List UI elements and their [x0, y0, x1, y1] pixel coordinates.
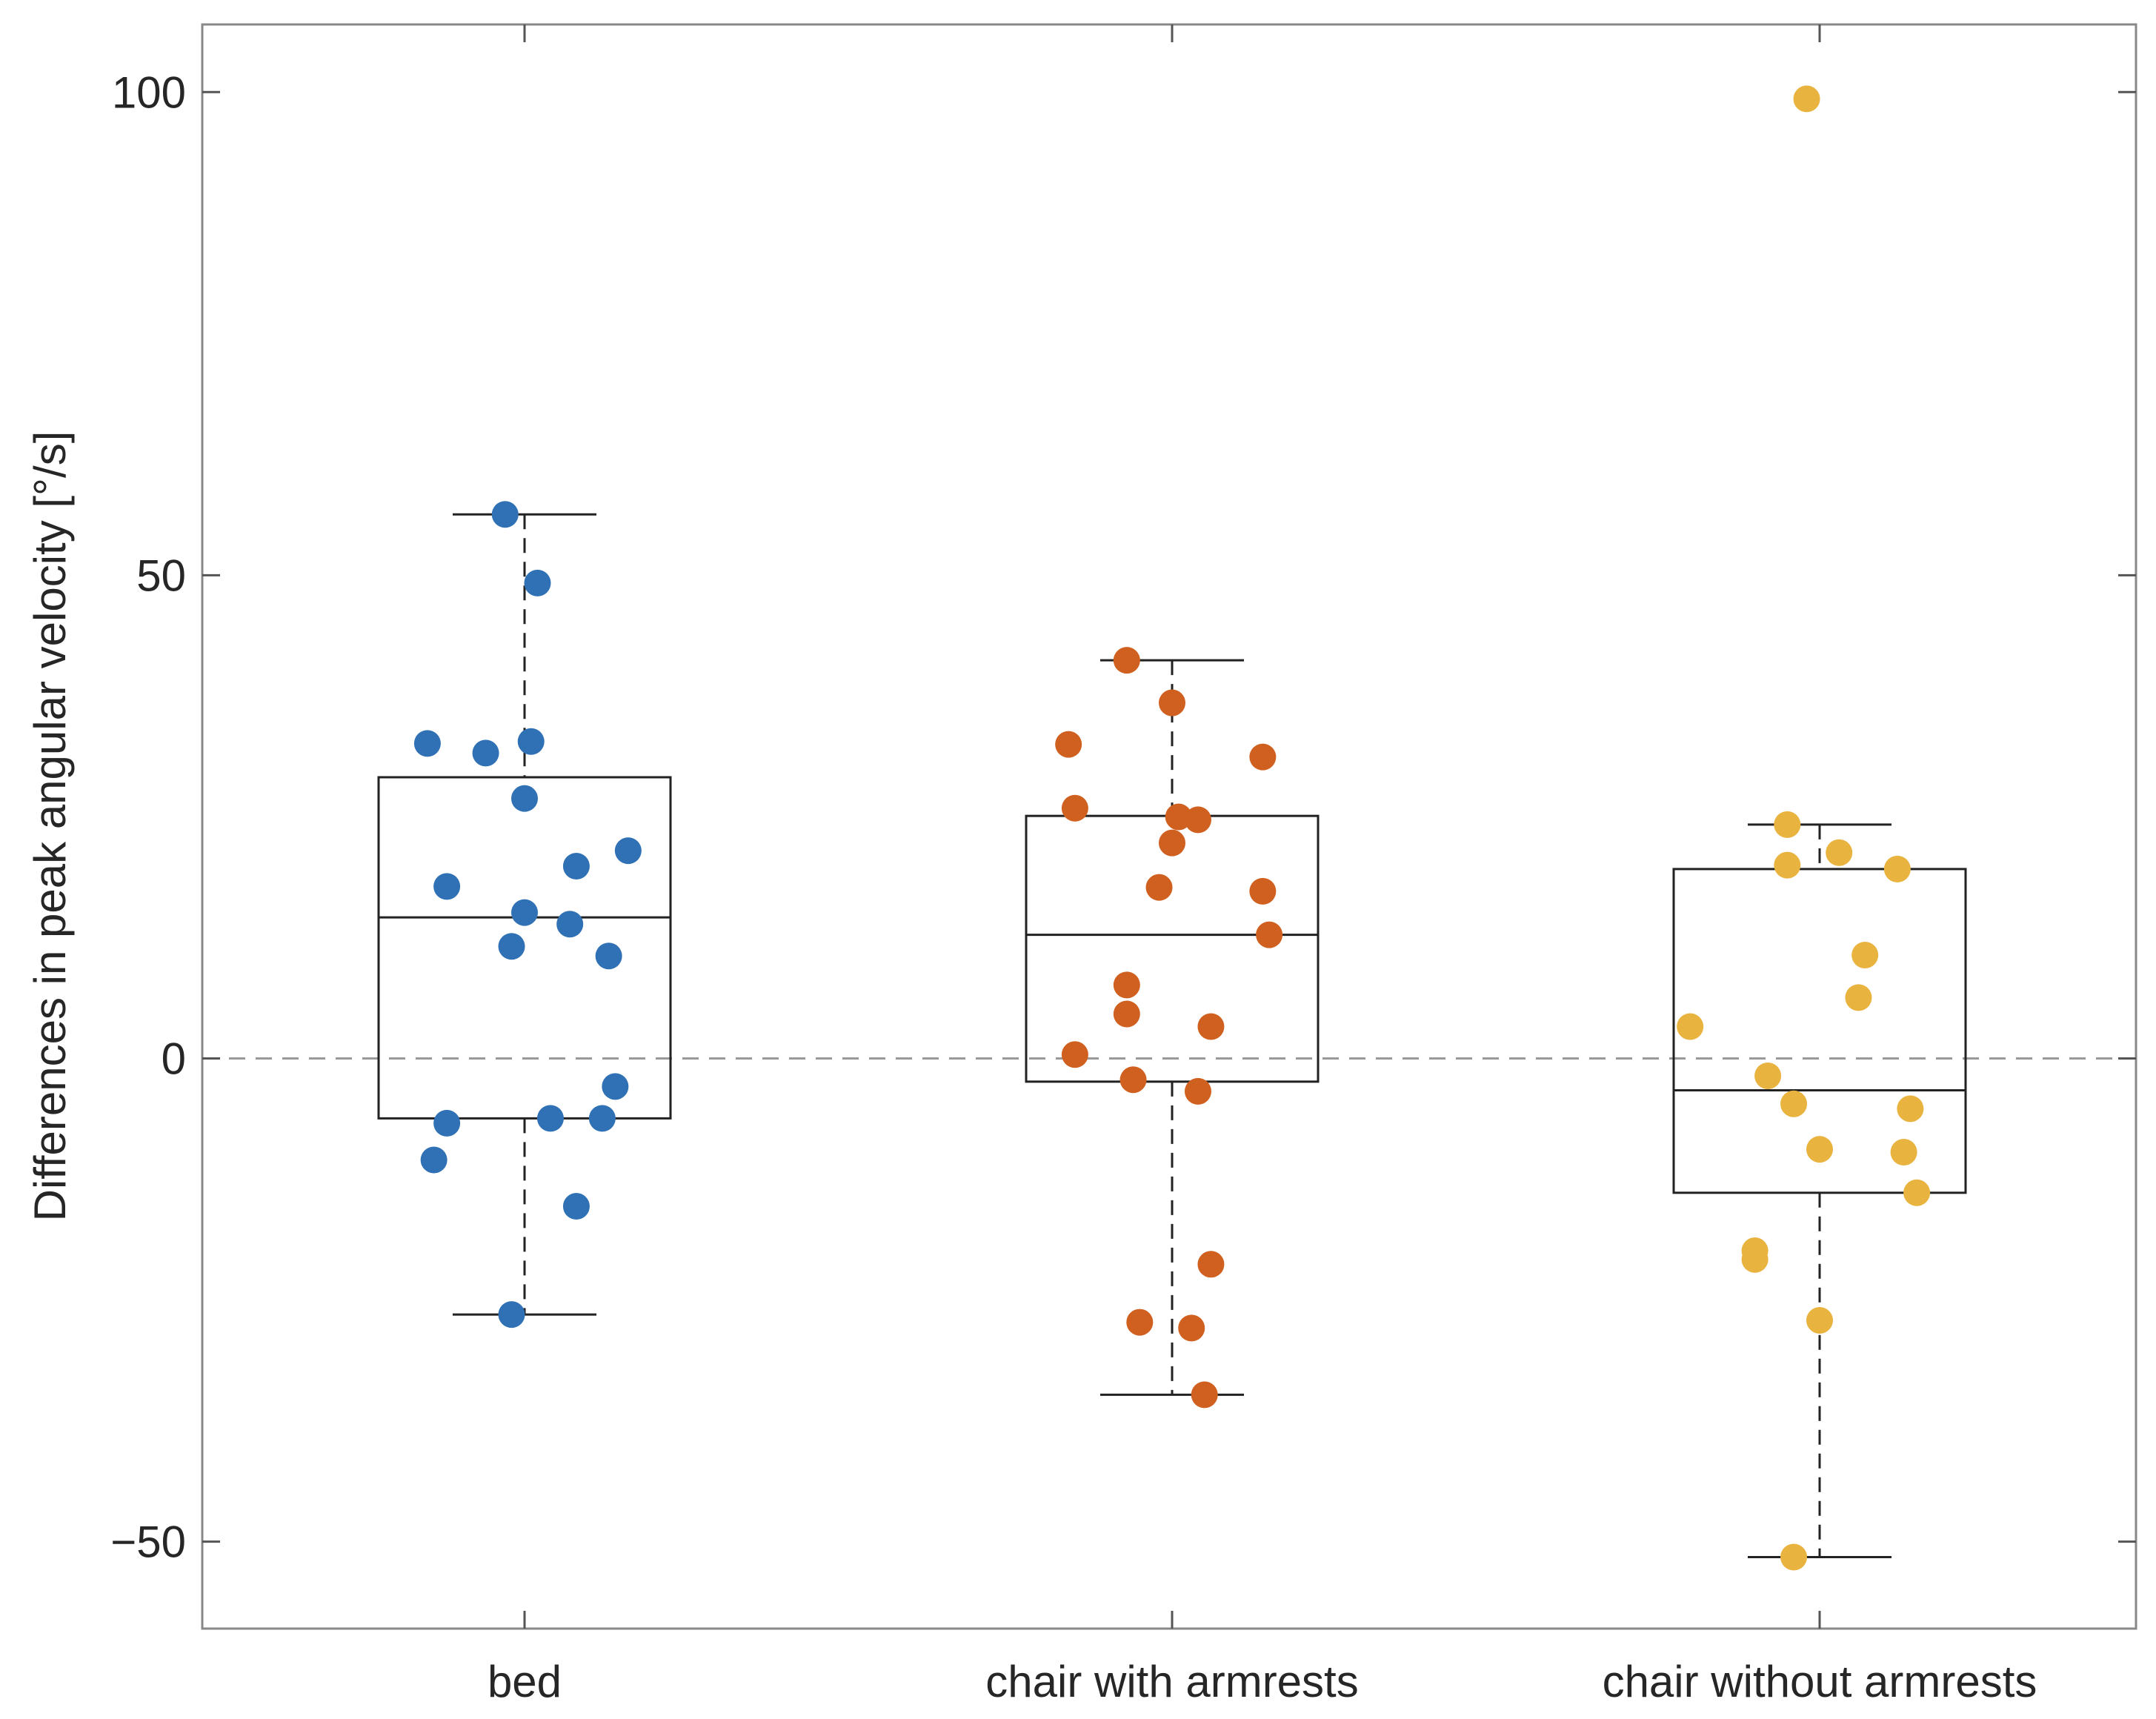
- data-point: [420, 1146, 447, 1174]
- data-point: [1741, 1246, 1769, 1273]
- data-point: [1178, 1314, 1205, 1342]
- box-group-3: [1672, 823, 1967, 1558]
- data-point: [1897, 1095, 1924, 1123]
- data-point: [1113, 1000, 1140, 1028]
- data-point: [1184, 806, 1211, 834]
- data-point: [472, 739, 499, 767]
- data-point: [1061, 794, 1088, 822]
- data-point: [556, 911, 584, 938]
- data-point: [1793, 85, 1820, 113]
- data-point: [536, 1105, 564, 1132]
- data-point: [1159, 689, 1185, 716]
- data-point: [1754, 1062, 1782, 1089]
- y-axis-label: Differences in peak angular velocity [°/…: [25, 431, 75, 1222]
- data-point: [595, 942, 622, 970]
- data-point: [517, 728, 545, 755]
- data-point: [588, 1105, 616, 1132]
- data-point: [1806, 1136, 1833, 1163]
- data-point: [413, 730, 441, 757]
- data-point: [1903, 1179, 1931, 1206]
- x-tick-label: chair without armrests: [1603, 1657, 2037, 1706]
- y-tick-label: 0: [162, 1034, 186, 1084]
- data-point: [1774, 811, 1801, 838]
- points-group-1: [413, 501, 642, 1329]
- data-point: [1677, 1013, 1704, 1040]
- data-point: [1197, 1013, 1225, 1040]
- data-point: [1145, 874, 1173, 901]
- data-point: [614, 837, 642, 865]
- plot-area: [201, 23, 2137, 1630]
- y-tick-label: 100: [112, 67, 186, 117]
- data-point: [1197, 1251, 1225, 1278]
- data-point: [433, 1109, 461, 1137]
- points-group-2: [1055, 647, 1283, 1409]
- iqr-box: [1672, 868, 1967, 1194]
- iqr-box: [377, 776, 672, 1120]
- data-point: [1159, 829, 1185, 857]
- data-point: [1119, 1066, 1147, 1094]
- data-point: [1184, 1077, 1211, 1105]
- data-point: [1806, 1306, 1833, 1334]
- y-tick-label: 50: [136, 551, 186, 600]
- y-tick-label: −50: [110, 1517, 186, 1567]
- data-point: [1890, 1139, 1917, 1166]
- data-point: [1780, 1543, 1808, 1571]
- data-point: [511, 899, 538, 926]
- data-point: [1851, 941, 1879, 968]
- data-point: [1113, 971, 1140, 999]
- data-point: [433, 873, 461, 900]
- data-point: [1191, 1381, 1218, 1409]
- data-point: [562, 1193, 590, 1220]
- points-layer: [413, 85, 1931, 1571]
- x-tick-label: chair with armrests: [985, 1657, 1358, 1706]
- data-point: [1061, 1041, 1088, 1068]
- data-point: [602, 1073, 629, 1100]
- data-point: [524, 569, 551, 596]
- data-point: [562, 852, 590, 880]
- data-point: [1249, 877, 1277, 905]
- data-point: [1055, 731, 1082, 758]
- data-point: [498, 933, 525, 960]
- data-point: [1126, 1309, 1154, 1336]
- data-point: [498, 1301, 525, 1329]
- data-point: [491, 501, 519, 528]
- points-group-3: [1677, 85, 1931, 1571]
- data-point: [1256, 921, 1283, 948]
- data-point: [1826, 839, 1853, 866]
- data-point: [1845, 984, 1872, 1011]
- data-point: [1774, 851, 1801, 879]
- ticks-layer: −50 0 50 100 bed chair with armrests chair wit…: [110, 24, 2136, 1706]
- data-point: [1883, 855, 1911, 882]
- data-point: [1113, 647, 1140, 674]
- data-point: [1249, 743, 1277, 771]
- data-point: [1780, 1090, 1808, 1117]
- data-point: [511, 785, 538, 812]
- x-tick-label: bed: [488, 1657, 562, 1706]
